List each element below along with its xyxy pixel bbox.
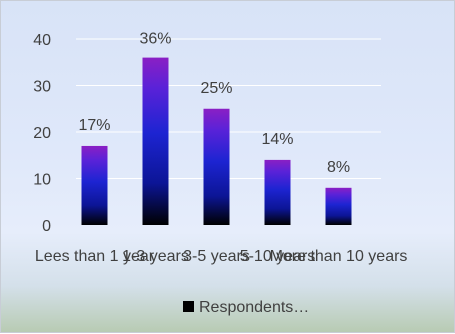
bar <box>142 57 169 225</box>
bar <box>264 159 291 225</box>
bar <box>81 145 108 225</box>
bars <box>81 57 352 225</box>
category-label: 5-10 years <box>240 248 316 265</box>
bar <box>203 108 230 225</box>
legend-swatch <box>183 301 194 312</box>
y-axis-ticks: 0 10 20 30 40 <box>33 32 51 235</box>
y-tick-label: 40 <box>33 32 51 49</box>
category-label: More than 10 years <box>270 248 408 265</box>
y-tick-label: 20 <box>33 125 51 142</box>
legend-label: Respondents… <box>199 299 309 316</box>
y-tick-label: 30 <box>33 79 51 96</box>
data-label: 17% <box>78 117 110 134</box>
category-label: Lees than 1 year <box>35 248 155 265</box>
y-tick-label: 0 <box>42 218 51 235</box>
data-label: 14% <box>261 131 293 148</box>
data-label: 36% <box>139 31 171 48</box>
legend: Respondents… <box>183 299 309 316</box>
data-labels: 17% 36% 25% 14% 8% <box>78 31 350 176</box>
y-tick-label: 10 <box>33 172 51 189</box>
data-label: 8% <box>327 159 350 176</box>
data-label: 25% <box>200 80 232 97</box>
bar <box>325 187 352 225</box>
category-label: 1-3 years <box>122 248 189 265</box>
category-label: 3-5 years <box>183 248 250 265</box>
